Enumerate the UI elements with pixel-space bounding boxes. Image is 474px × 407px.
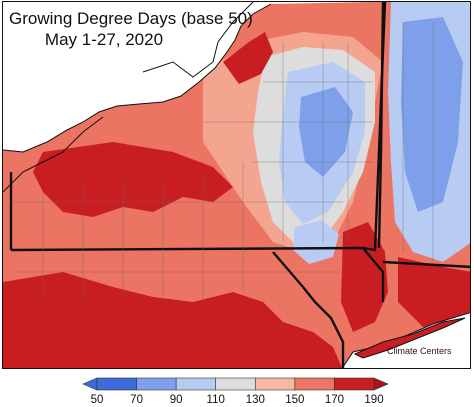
title-line-1: Growing Degree Days (base 50) (9, 9, 253, 28)
colorbar: 50 70 90 110 130 150 170 190 (82, 377, 389, 406)
colorbar-tick-label: 170 (325, 394, 344, 406)
colorbar-tick-label: 150 (285, 394, 304, 406)
canada-shoreline (3, 2, 254, 193)
colorbar-box (215, 377, 256, 391)
colorbar-box (175, 377, 217, 391)
colorbar-tick-label: 70 (130, 394, 143, 406)
colorbar-box (136, 377, 177, 391)
colorbar-box (96, 377, 137, 391)
map-panel: Growing Degree Days (base 50) May 1-27, … (2, 1, 471, 369)
colorbar-box (254, 377, 296, 391)
colorbar-arrow-high (373, 377, 389, 391)
lake-ontario (3, 3, 272, 153)
colorbar-ticks: 50 70 90 110 130 150 170 190 (91, 394, 384, 406)
colorbar-box (294, 377, 335, 391)
colorbar-boxes (82, 377, 389, 391)
zone-190-nw (223, 32, 273, 84)
colorbar-tick-label: 190 (364, 394, 383, 406)
colorbar-box (334, 377, 375, 391)
county-lines (13, 22, 434, 302)
zone-ne-90 (401, 17, 463, 212)
colorbar-tick-label: 130 (246, 394, 265, 406)
colorbar-tick-label: 50 (91, 394, 104, 406)
zone-90 (299, 87, 353, 177)
zone-catskill (293, 220, 339, 264)
colorbar-arrow-low (82, 377, 98, 391)
gdd-map (3, 2, 470, 368)
zone-190-south (3, 272, 343, 368)
colorbar-tick-label: 90 (170, 394, 183, 406)
map-title: Growing Degree Days (base 50) May 1-27, … (9, 8, 253, 50)
colorbar-tick-label: 110 (207, 394, 225, 406)
state-borders (9, 2, 470, 368)
zone-190-ct (398, 257, 470, 327)
zone-190-hudson (341, 222, 388, 332)
watermark-text: Climate Centers (387, 346, 452, 356)
title-line-2: May 1-27, 2020 (44, 30, 164, 49)
long-island (353, 317, 466, 359)
